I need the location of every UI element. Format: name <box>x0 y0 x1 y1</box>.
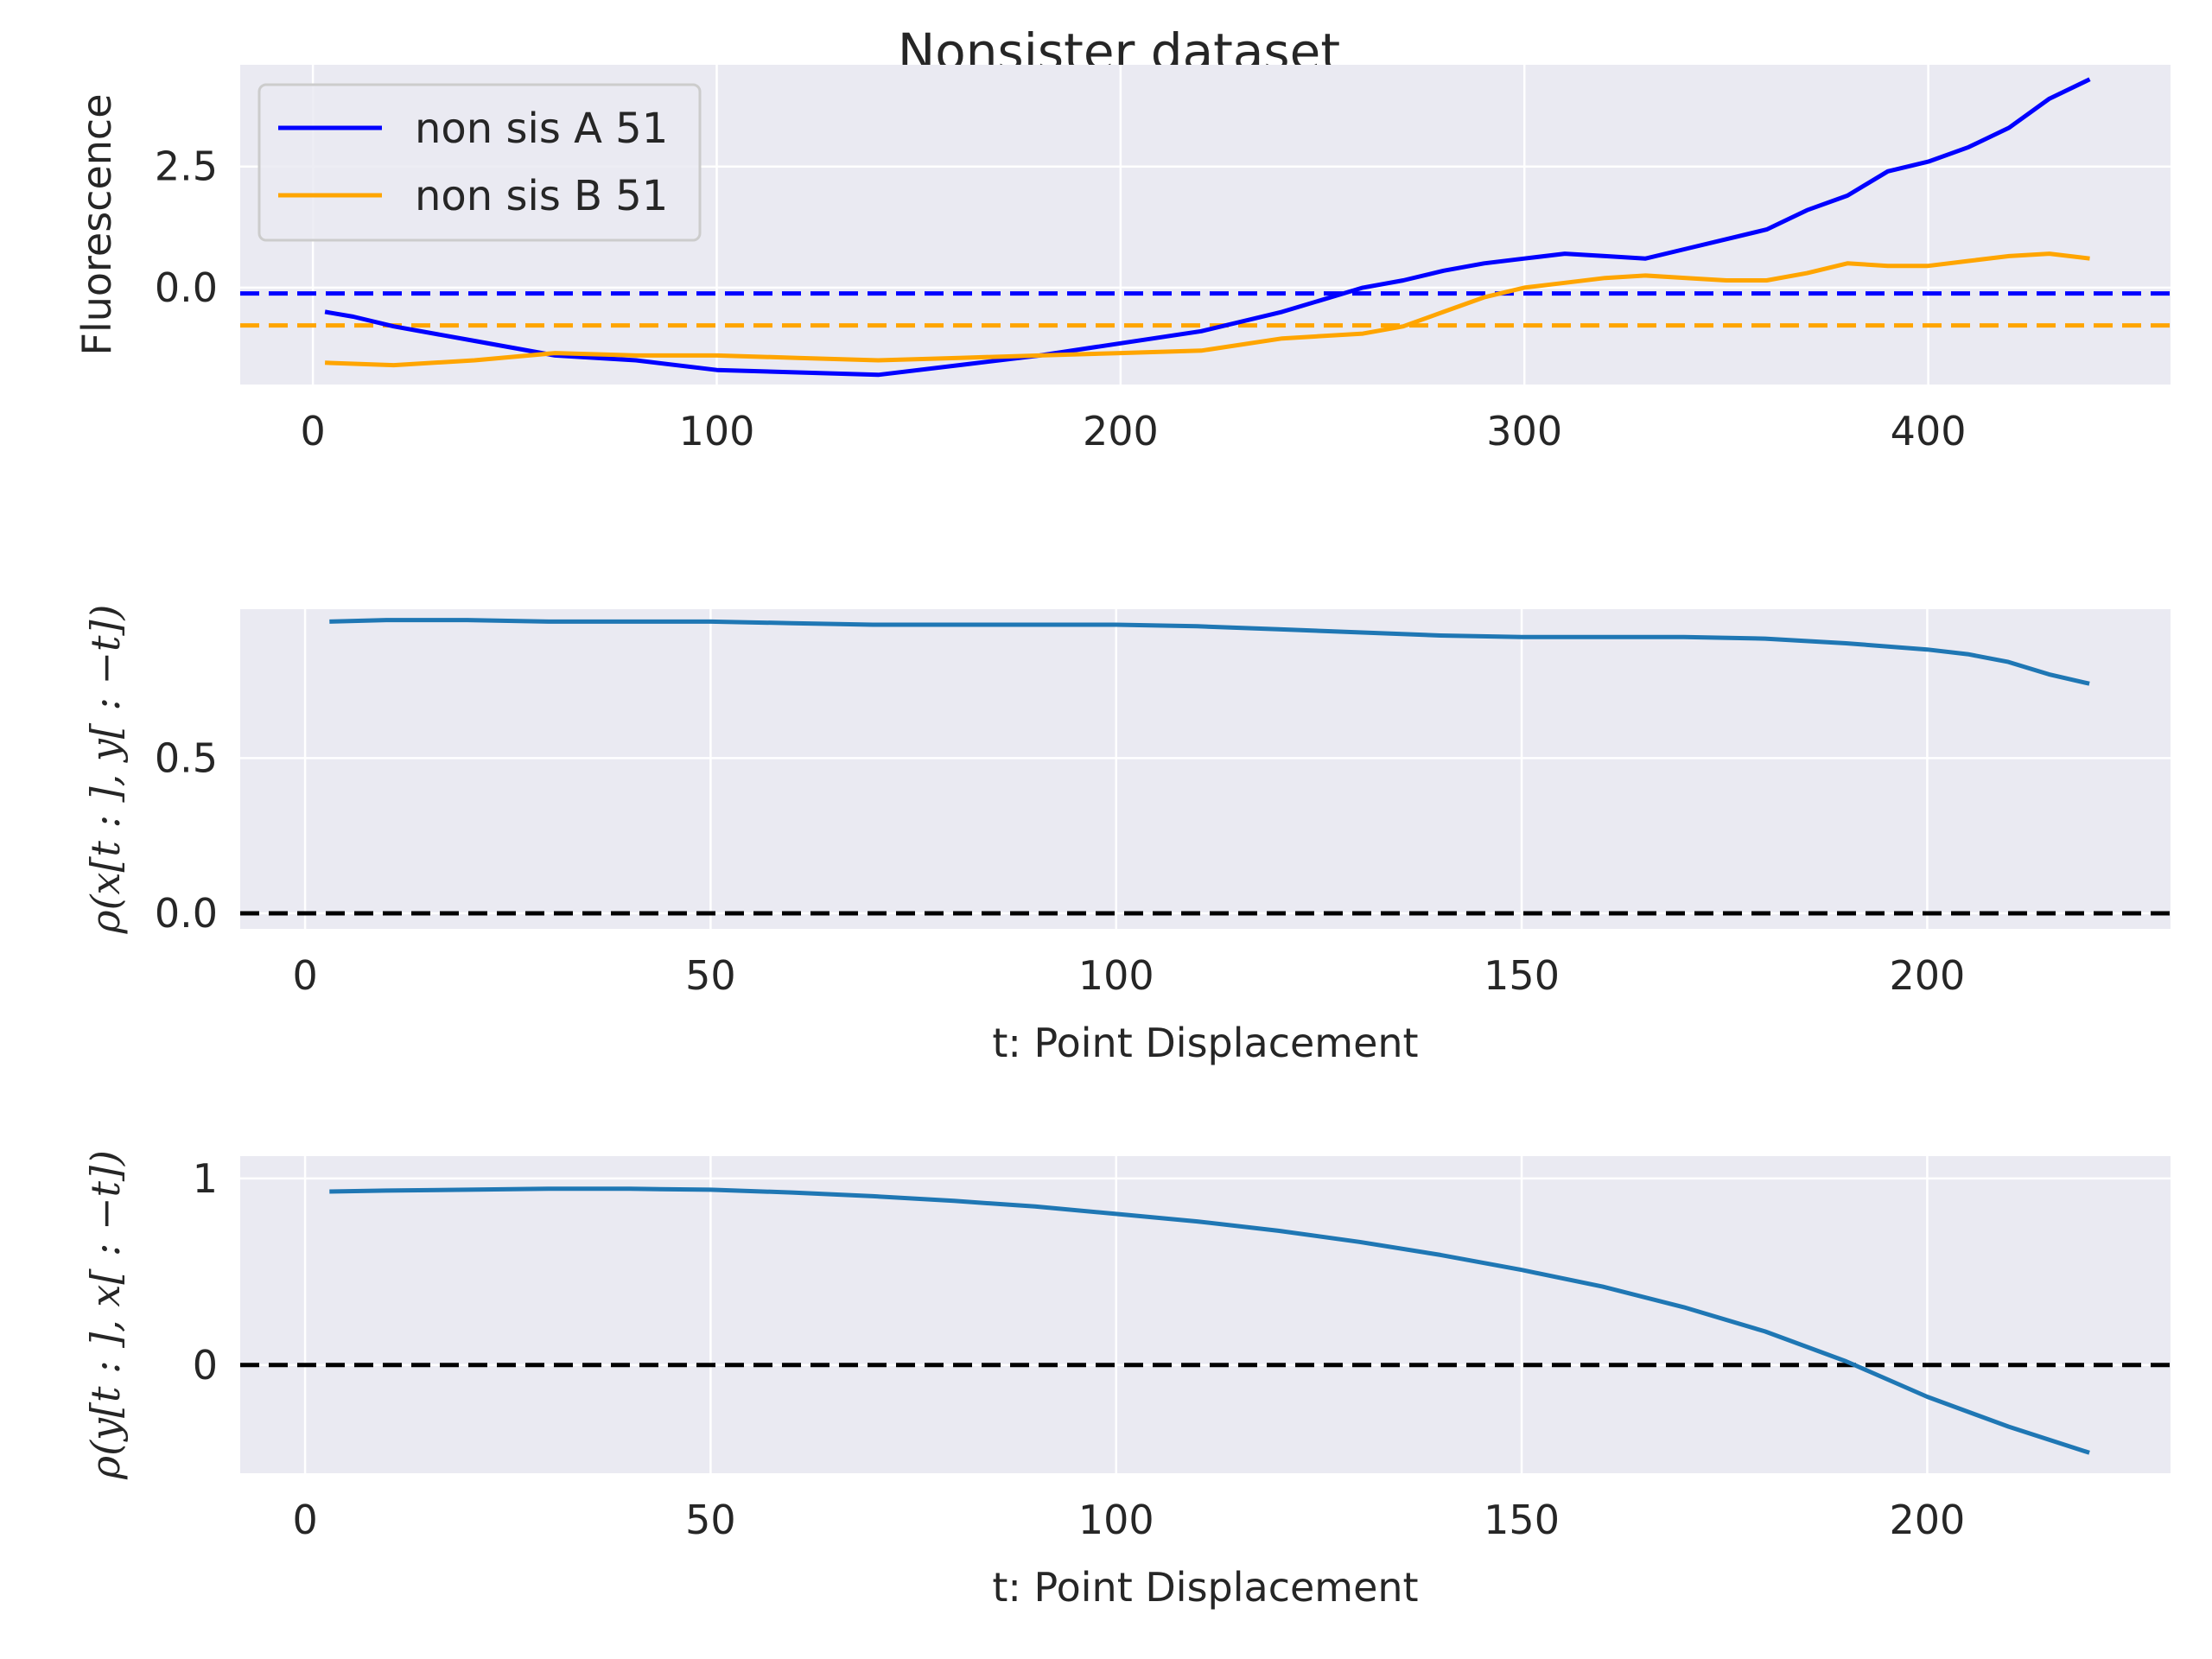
legend-label: non sis B 51 <box>415 172 668 220</box>
y-tick-label: 0.0 <box>155 264 218 311</box>
y-axis-label: Fluorescence <box>73 93 120 355</box>
x-tick-label: 0 <box>292 1497 317 1543</box>
x-tick-label: 0 <box>292 952 317 999</box>
x-tick-label: 0 <box>300 408 325 454</box>
x-tick-label: 100 <box>1078 1497 1154 1543</box>
series-line <box>329 618 2090 686</box>
legend: non sis A 51 non sis B 51 <box>257 83 702 242</box>
subplot-2: 0 50 100 150 200 0.0 0.5 t: Point Displacement ρ… <box>82 605 2171 1066</box>
subplot-1: 0 100 200 300 400 0.0 2.5 Fluorescence non sis A… <box>73 65 2171 454</box>
x-tick-label: 100 <box>679 408 755 454</box>
x-axis-label: t: Point Displacement <box>992 1564 1418 1611</box>
subplot-3: 0 50 100 150 200 0 1 t: Point Displacement ρ(y[t… <box>82 1150 2171 1611</box>
plot-background <box>240 609 2171 929</box>
y-axis-label: ρ(y[t : ], x[ : −t]) <box>82 1150 129 1480</box>
x-tick-label: 150 <box>1484 952 1560 999</box>
y-tick-label: 0.5 <box>155 734 218 781</box>
y-tick-label: 0.0 <box>155 890 218 937</box>
series-line-non-sis-a-51 <box>324 77 2091 378</box>
x-tick-label: 50 <box>685 1497 736 1543</box>
x-tick-label: 200 <box>1083 408 1159 454</box>
x-tick-label: 200 <box>1889 952 1965 999</box>
legend-box <box>257 83 702 242</box>
legend-label: non sis A 51 <box>415 105 668 153</box>
x-tick-label: 400 <box>1891 408 1967 454</box>
x-tick-label: 50 <box>685 952 736 999</box>
y-tick-label: 1 <box>193 1155 218 1202</box>
x-tick-label: 300 <box>1486 408 1562 454</box>
x-tick-label: 150 <box>1484 1497 1560 1543</box>
plot-background <box>240 1156 2171 1473</box>
y-tick-label: 2.5 <box>155 143 218 190</box>
series-line-non-sis-b-51 <box>325 251 2090 368</box>
y-axis-label: ρ(x[t : ], y[ : −t]) <box>82 605 129 935</box>
x-tick-label: 200 <box>1889 1497 1965 1543</box>
x-tick-label: 100 <box>1078 952 1154 999</box>
series-line <box>329 1186 2090 1455</box>
x-axis-label: t: Point Displacement <box>992 1020 1418 1066</box>
y-tick-label: 0 <box>193 1342 218 1389</box>
